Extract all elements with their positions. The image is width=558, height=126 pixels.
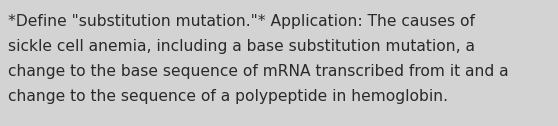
- Text: change to the sequence of a polypeptide in hemoglobin.: change to the sequence of a polypeptide …: [8, 89, 448, 104]
- Text: change to the base sequence of mRNA transcribed from it and a: change to the base sequence of mRNA tran…: [8, 64, 509, 79]
- Text: *Define "substitution mutation."* Application: The causes of: *Define "substitution mutation."* Applic…: [8, 14, 475, 29]
- Text: sickle cell anemia, including a base substitution mutation, a: sickle cell anemia, including a base sub…: [8, 39, 475, 54]
